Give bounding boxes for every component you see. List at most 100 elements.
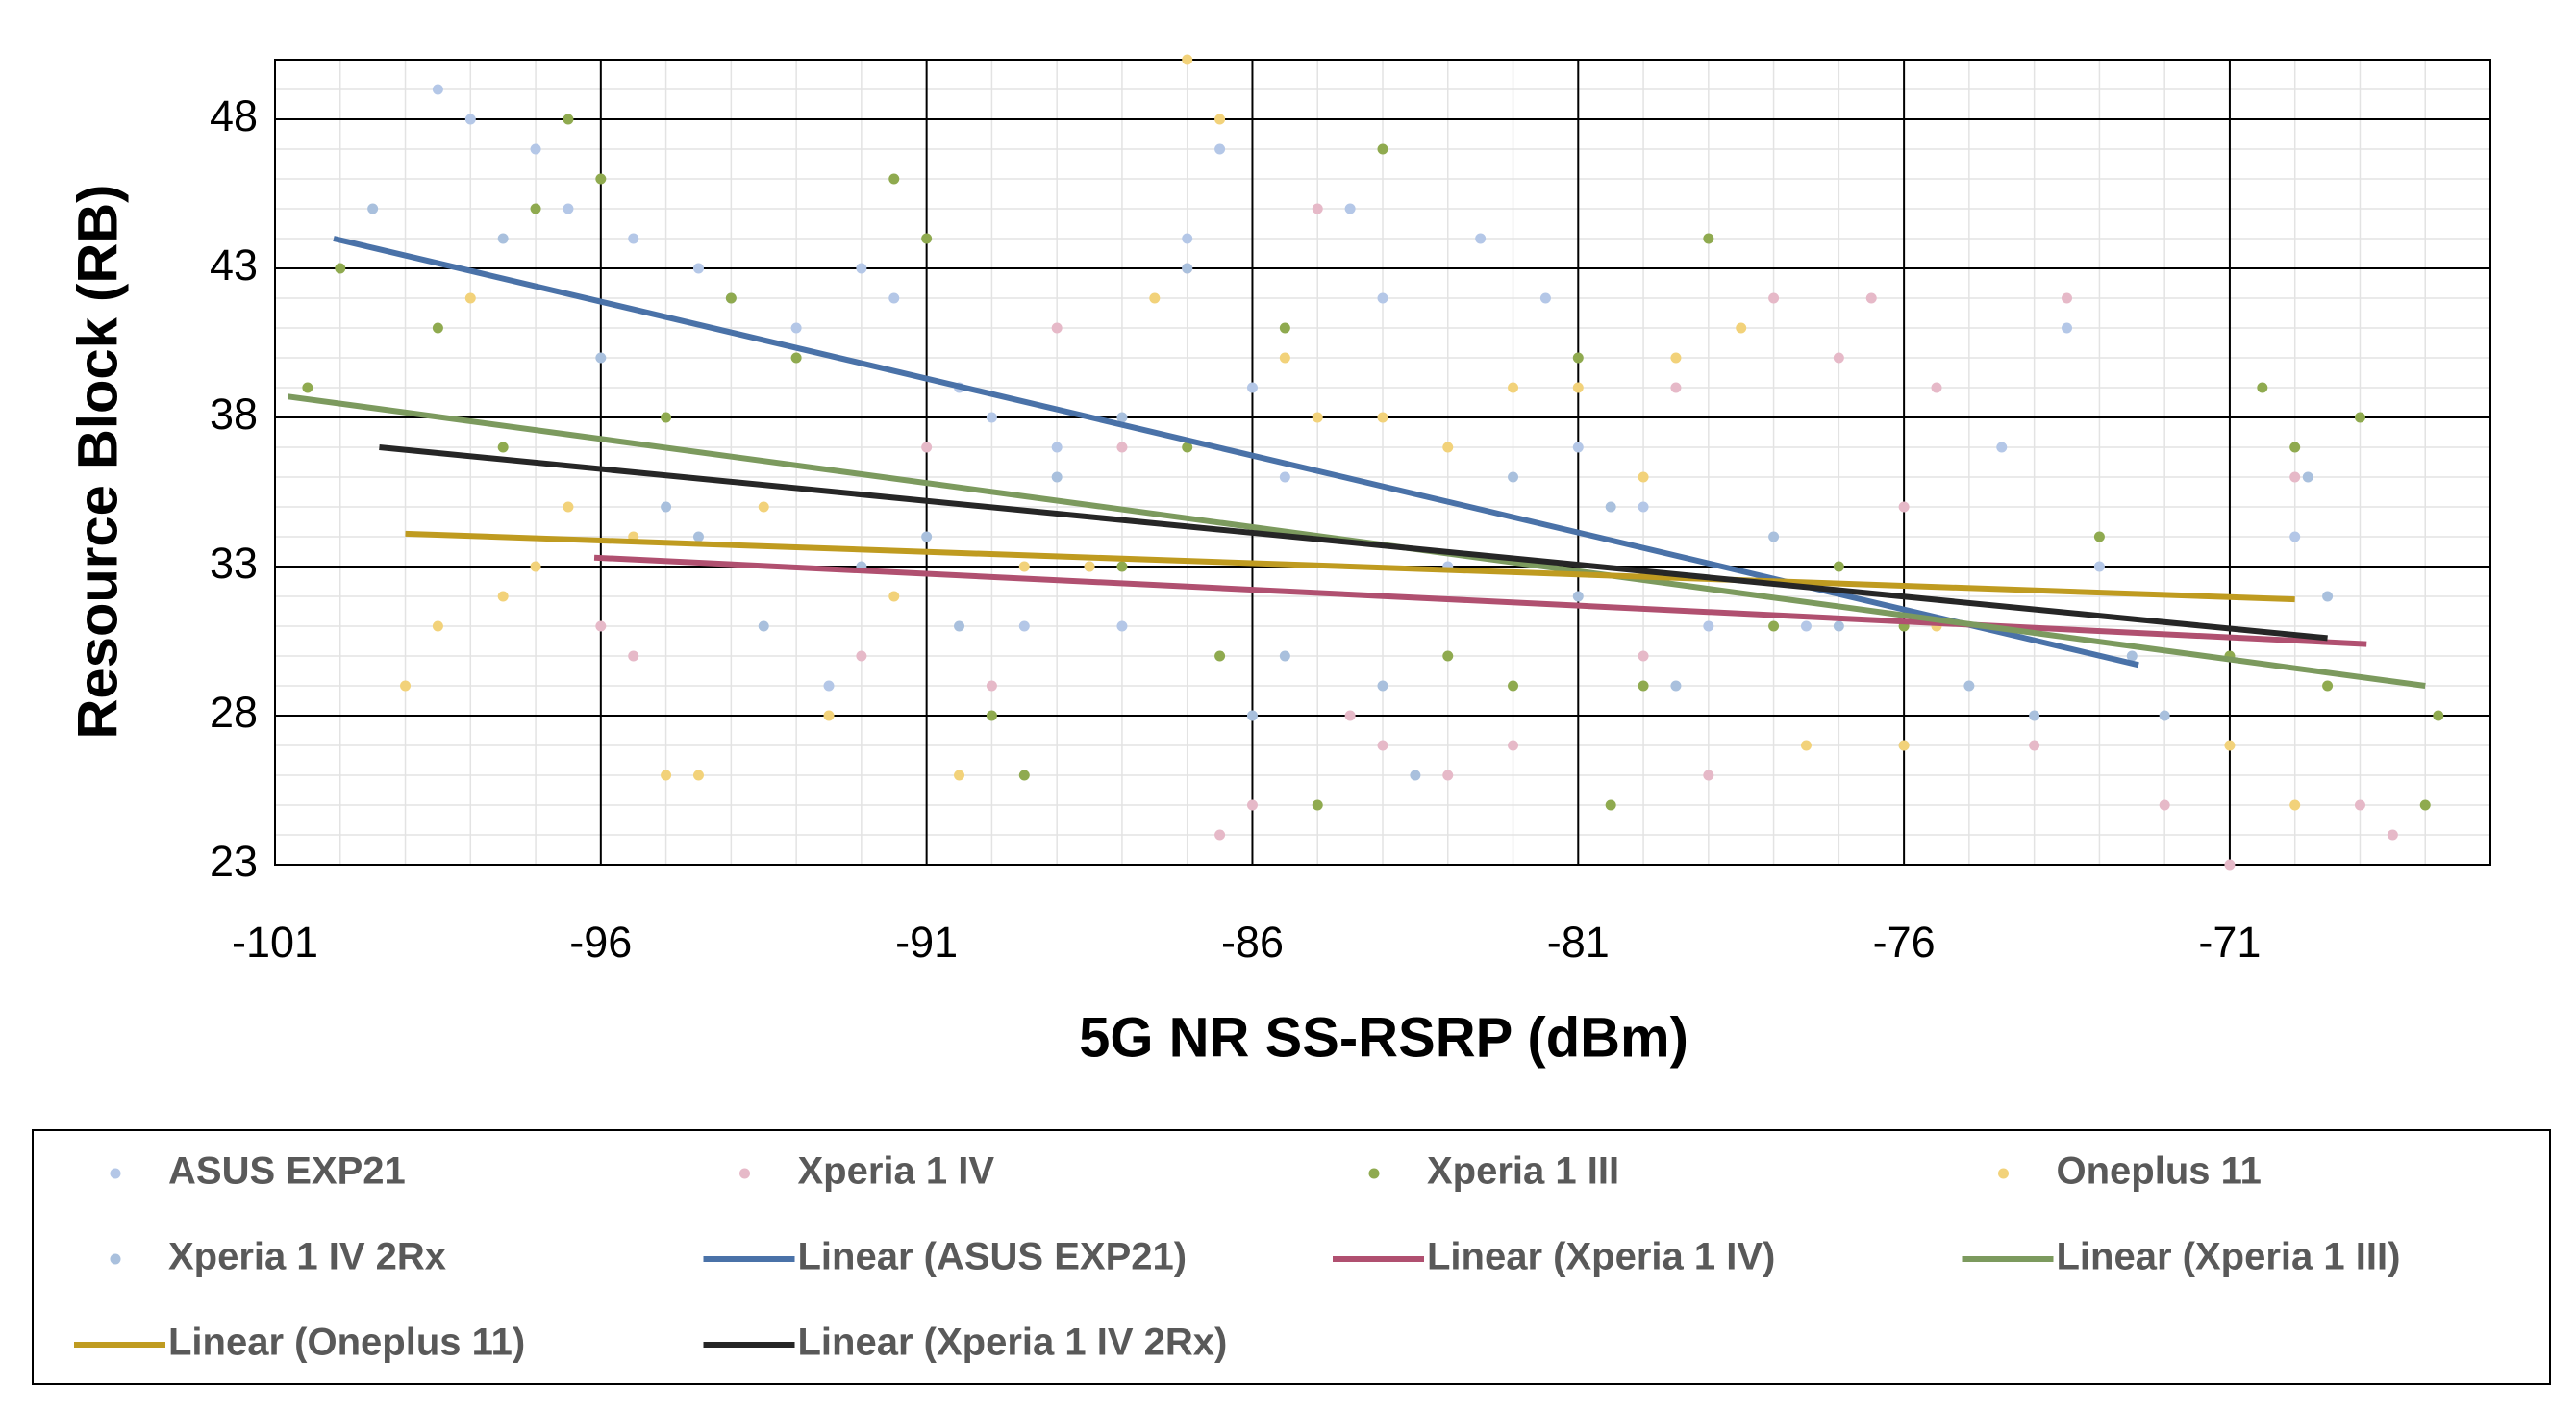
point — [2302, 471, 2313, 483]
point — [888, 591, 900, 602]
y-tick-label: 28 — [210, 688, 258, 737]
point — [530, 143, 541, 155]
trend-line — [379, 444, 2328, 642]
point — [692, 531, 704, 542]
point — [758, 501, 769, 513]
legend-label: Linear (Xperia 1 IV 2Rx) — [798, 1322, 1228, 1364]
x-tick-label: -86 — [1221, 918, 1284, 967]
point — [1116, 561, 1128, 572]
point — [1963, 680, 1975, 692]
legend-label: ASUS EXP21 — [168, 1150, 406, 1193]
point — [497, 442, 509, 453]
y-axis-title: Resource Block (RB) — [66, 185, 129, 740]
point — [1116, 412, 1128, 423]
point — [856, 650, 867, 662]
legend-label: Linear (Xperia 1 III) — [2057, 1236, 2401, 1278]
point — [1475, 233, 1487, 244]
point — [986, 710, 997, 721]
point — [497, 233, 509, 244]
trend-line — [333, 236, 2139, 669]
point — [856, 263, 867, 274]
x-axis-title: 5G NR SS-RSRP (dBm) — [1079, 1006, 1688, 1069]
point — [1344, 203, 1356, 214]
point — [1279, 471, 1290, 483]
point — [1898, 501, 1910, 513]
point — [1246, 710, 1258, 721]
point — [432, 322, 443, 334]
point — [1605, 501, 1616, 513]
point — [2322, 591, 2334, 602]
point — [400, 680, 412, 692]
point — [2224, 740, 2236, 751]
point — [595, 620, 607, 632]
point — [888, 173, 900, 185]
point — [1670, 382, 1682, 393]
x-tick-label: -81 — [1547, 918, 1610, 967]
trend-line — [405, 530, 2295, 603]
point — [2419, 799, 2431, 811]
point — [888, 292, 900, 304]
point — [1572, 352, 1584, 364]
point — [1018, 770, 1030, 781]
point — [1442, 442, 1454, 453]
point — [1377, 680, 1388, 692]
point — [1800, 740, 1812, 751]
point — [1051, 322, 1063, 334]
point — [1214, 114, 1226, 125]
point — [2062, 292, 2073, 304]
point — [692, 263, 704, 274]
x-tick-label: -96 — [569, 918, 632, 967]
point — [1638, 680, 1649, 692]
point — [2257, 382, 2268, 393]
point — [1246, 799, 1258, 811]
point — [1018, 561, 1030, 572]
point — [563, 501, 574, 513]
point — [2289, 442, 2301, 453]
point — [432, 620, 443, 632]
point — [1670, 352, 1682, 364]
point — [986, 680, 997, 692]
point — [1116, 442, 1128, 453]
point — [530, 561, 541, 572]
point — [1572, 591, 1584, 602]
point — [1149, 292, 1161, 304]
point — [2289, 531, 2301, 542]
point — [1442, 770, 1454, 781]
point — [1638, 650, 1649, 662]
point — [595, 352, 607, 364]
point — [1312, 799, 1323, 811]
point — [1800, 620, 1812, 632]
y-tick-label: 38 — [210, 390, 258, 439]
point — [725, 292, 737, 304]
point — [2126, 650, 2138, 662]
point — [2322, 680, 2334, 692]
legend-marker — [1998, 1168, 2009, 1179]
point — [1018, 620, 1030, 632]
point — [1051, 471, 1063, 483]
point — [823, 710, 835, 721]
point — [1833, 352, 1844, 364]
legend-label: Linear (Oneplus 11) — [168, 1322, 525, 1364]
y-tick-label: 23 — [210, 837, 258, 886]
legend-box — [32, 1129, 2551, 1385]
point — [1605, 799, 1616, 811]
point — [1312, 203, 1323, 214]
point — [1996, 442, 2008, 453]
point — [2224, 859, 2236, 871]
point — [2433, 710, 2444, 721]
point — [464, 292, 476, 304]
x-tick-label: -71 — [2198, 918, 2261, 967]
legend-label: Xperia 1 IV 2Rx — [168, 1236, 446, 1278]
legend-label: Xperia 1 IV — [798, 1150, 995, 1193]
x-tick-label: -91 — [895, 918, 958, 967]
point — [1182, 442, 1193, 453]
point — [563, 114, 574, 125]
point — [1214, 143, 1226, 155]
point — [921, 233, 933, 244]
point — [661, 412, 672, 423]
point — [367, 203, 379, 214]
point — [1833, 620, 1844, 632]
point — [1442, 650, 1454, 662]
